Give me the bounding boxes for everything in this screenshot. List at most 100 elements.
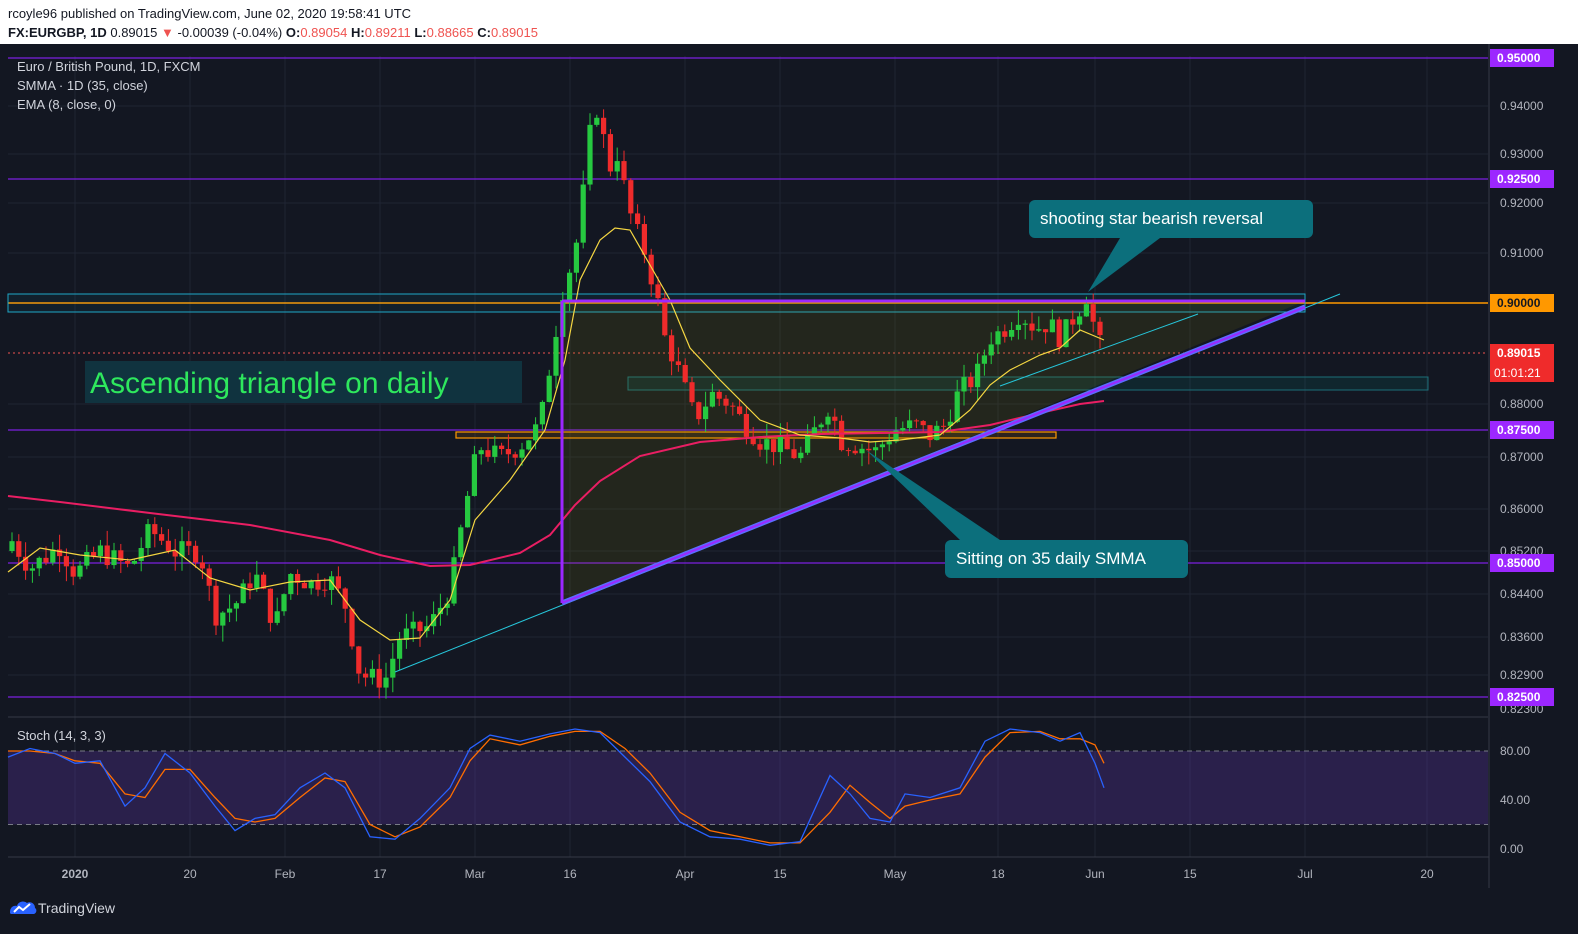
level-label: 0.82500 [1497,690,1541,704]
candle-body [961,376,967,392]
candle-body [159,534,165,541]
candle-body [315,580,321,590]
candle-body [519,449,525,458]
symbol-name[interactable]: FX:EURGBP, 1D [8,25,107,40]
candle-body [383,677,389,688]
candle-body [526,440,532,450]
low-label: L: [414,25,427,40]
candle-body [247,583,253,589]
candle-body [267,588,273,623]
candle-body [458,527,464,558]
candle-body [879,444,885,448]
smma-note-box [945,540,1188,578]
candle-body [682,364,688,383]
candle-body [567,272,573,300]
candle-body [165,540,171,551]
candle-body [308,580,314,589]
candle-body [145,524,151,549]
stoch-band [8,751,1488,825]
time-tick-label: 20 [183,867,197,881]
stoch-tick-label: 0.00 [1500,842,1524,856]
level-label: 0.90000 [1497,296,1541,310]
candle-body [546,375,552,402]
candle-body [57,549,63,557]
candle-body [1043,329,1049,333]
level-label-bg [1490,688,1554,706]
tradingview-logo-icon[interactable] [8,898,38,918]
triangle-label-box [85,361,522,403]
candle-body [193,545,199,563]
candle-body [397,639,403,659]
candle-body [866,448,872,451]
time-tick-label: Feb [275,867,296,881]
time-tick-label: 15 [1183,867,1197,881]
candle-body [621,161,627,181]
ema-legend: EMA (8, close, 0) [17,97,116,112]
annotations: Ascending triangle on daily shooting sta… [85,200,1313,578]
candle-body [839,420,845,451]
level-label: 0.95000 [1497,51,1541,65]
candle-body [886,441,892,445]
candle-body [1083,304,1089,317]
stoch-axis: 80.00 40.00 0.00 [1500,744,1530,856]
price-chart[interactable]: Ascending triangle on daily shooting sta… [0,44,1578,888]
candle-body [369,668,375,678]
candle-body [587,124,593,185]
down-arrow-icon: ▼ [160,25,174,40]
candle-body [662,298,668,336]
candle-body [1036,329,1042,331]
price-tick-label: 0.87000 [1500,450,1544,464]
candle-body [730,405,736,407]
price-tick-label: 0.82900 [1500,668,1544,682]
chart-grid [8,56,1488,857]
candle-body [288,573,294,595]
candle-body [77,565,83,577]
candle-body [179,541,185,557]
price-tick-label: 0.94000 [1500,99,1544,113]
candle-body [23,556,29,571]
close-value: 0.89015 [490,25,538,40]
level-label-bg [1490,170,1554,188]
moving-averages [7,227,1105,641]
candle-body [335,576,341,589]
candle-body [539,401,545,425]
candle-body [818,424,824,428]
candle-body [220,612,226,626]
open-label: O: [285,25,301,40]
close-label: C: [477,25,491,40]
level-label: 0.87500 [1497,423,1541,437]
time-tick-label: Apr [676,867,695,881]
candle-body [648,254,654,285]
triangle-hypotenuse [561,306,1306,604]
candle-body [975,363,981,388]
candle-body [607,134,613,172]
candle-body [410,621,416,629]
candle-body [50,549,56,563]
candle-body [1090,304,1096,322]
price-tick-label: 0.93000 [1500,147,1544,161]
candle-body [1015,324,1021,330]
candle-body [240,583,246,604]
candle-body [845,450,851,452]
time-tick-label: 15 [773,867,787,881]
candle-body [614,161,620,172]
trendlines [394,293,1341,673]
candle-body [533,424,539,441]
candle-body [553,336,559,376]
candle-body [1009,329,1015,337]
candle-body [655,284,661,299]
stoch-d-line [8,730,1105,844]
candle-body [125,561,131,564]
price-change: -0.00039 (-0.04%) [177,25,283,40]
symbol-ohlc-line: FX:EURGBP, 1D 0.89015 ▼ -0.00039 (-0.04%… [8,25,538,40]
candle-body [703,406,709,420]
candle-body [390,658,396,678]
candle-body [301,582,307,589]
candle-body [342,588,348,609]
candle-body [1049,319,1055,333]
candle-body [900,428,906,431]
time-axis: 2020 20 Feb 17 Mar 16 Apr 15 May 18 Jun 15 Jul 20 [62,867,1434,881]
candle-body [329,576,335,591]
candle-body [920,421,926,426]
tradingview-brand[interactable]: TradingView [38,900,116,916]
